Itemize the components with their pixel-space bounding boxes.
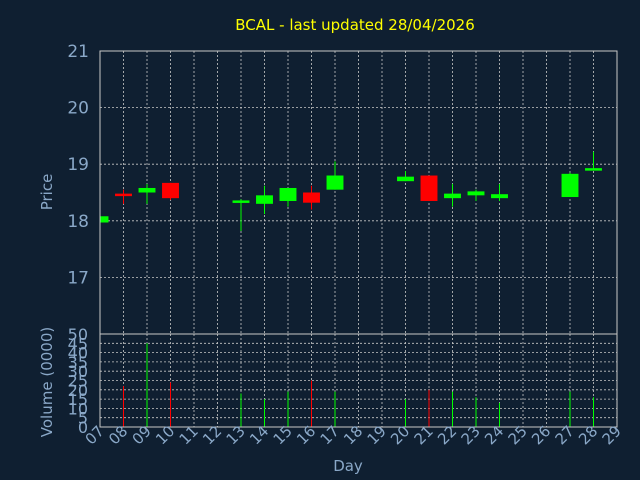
price-tick-label: 20 bbox=[67, 99, 89, 119]
candle-body bbox=[115, 193, 132, 197]
price-tick-label: 18 bbox=[67, 212, 89, 232]
candle-body bbox=[232, 200, 250, 203]
volume-tick-label: 40 bbox=[68, 344, 88, 363]
chart-title: BCAL - last updated 28/04/2026 bbox=[235, 16, 475, 34]
candle bbox=[138, 184, 156, 204]
x-tick-label: 20 bbox=[387, 422, 413, 448]
x-tick-label: 24 bbox=[481, 422, 507, 448]
candle-body bbox=[561, 173, 579, 198]
x-tick-label: 23 bbox=[458, 422, 484, 448]
candle-body bbox=[256, 195, 273, 204]
candle-body bbox=[279, 187, 297, 201]
candle bbox=[420, 175, 438, 201]
candle-body bbox=[100, 216, 109, 223]
volume-tick-label: 10 bbox=[68, 399, 88, 418]
volume-tick-label: 50 bbox=[68, 325, 88, 344]
x-tick-label: 09 bbox=[129, 422, 155, 448]
candle-body bbox=[420, 175, 438, 201]
volume-tick-label: 35 bbox=[68, 353, 88, 372]
candle-body bbox=[397, 176, 414, 182]
volume-tick-label: 15 bbox=[68, 390, 88, 409]
volume-tick-label: 0 bbox=[78, 418, 88, 437]
x-tick-label: 27 bbox=[552, 422, 578, 448]
x-tick-label: 14 bbox=[246, 422, 272, 448]
candle-body bbox=[303, 192, 320, 203]
x-tick-label: 29 bbox=[599, 422, 625, 448]
candle-body bbox=[138, 187, 156, 193]
candle bbox=[162, 182, 179, 200]
volume-tick-label: 30 bbox=[68, 362, 88, 381]
x-tick-label: 18 bbox=[340, 422, 366, 448]
candle bbox=[397, 170, 414, 182]
x-tick-label: 13 bbox=[223, 422, 249, 448]
candle bbox=[444, 184, 461, 207]
candle bbox=[491, 184, 508, 201]
x-tick-label: 10 bbox=[152, 422, 178, 448]
x-tick-label: 22 bbox=[434, 422, 460, 448]
x-tick-label: 21 bbox=[411, 422, 437, 448]
candle-body bbox=[467, 191, 485, 196]
candle bbox=[279, 187, 297, 207]
x-tick-label: 15 bbox=[270, 422, 296, 448]
candle-body bbox=[444, 193, 461, 199]
candle bbox=[467, 189, 485, 201]
volume-tick-label: 5 bbox=[78, 409, 88, 428]
candle bbox=[561, 172, 579, 198]
candle bbox=[99, 216, 109, 224]
volume-tick-label: 20 bbox=[68, 381, 88, 400]
price-panel: 17 18 19 20 21 bbox=[67, 42, 618, 335]
x-tick-label: 12 bbox=[199, 422, 225, 448]
x-tick-label: 17 bbox=[317, 422, 343, 448]
volume-tick-label: 25 bbox=[68, 372, 88, 391]
volume-axis-label: Volume (0000) bbox=[38, 327, 56, 437]
price-axis-label: Price bbox=[38, 174, 56, 211]
candle bbox=[256, 185, 273, 215]
candle bbox=[585, 151, 602, 171]
x-axis: 0708091011121314151617181920212223242526… bbox=[82, 422, 625, 448]
candle-body bbox=[326, 175, 344, 190]
candle bbox=[115, 189, 132, 204]
x-tick-label: 16 bbox=[293, 422, 319, 448]
candle bbox=[232, 199, 250, 231]
candle-body bbox=[491, 194, 508, 199]
x-tick-label: 11 bbox=[176, 422, 202, 448]
price-tick-label: 19 bbox=[67, 155, 89, 175]
candle bbox=[303, 185, 320, 210]
price-tick-label: 17 bbox=[67, 268, 89, 288]
x-tick-label: 08 bbox=[105, 422, 131, 448]
x-tick-label: 25 bbox=[505, 422, 531, 448]
x-axis-label: Day bbox=[333, 457, 363, 475]
x-tick-label: 19 bbox=[364, 422, 390, 448]
price-tick-label: 21 bbox=[67, 42, 89, 62]
volume-tick-label: 45 bbox=[68, 334, 88, 353]
candle bbox=[326, 161, 344, 190]
x-tick-label: 26 bbox=[528, 422, 554, 448]
candle-body bbox=[162, 182, 179, 199]
x-tick-label: 28 bbox=[575, 422, 601, 448]
candle-body bbox=[585, 168, 602, 171]
volume-frame bbox=[99, 333, 618, 428]
